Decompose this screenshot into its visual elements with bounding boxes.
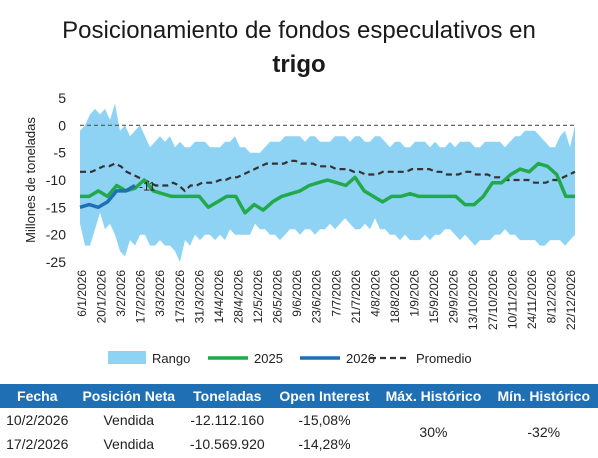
promedio-line xyxy=(80,159,576,193)
x-tick-label: 31/3/2026 xyxy=(192,270,206,324)
x-tick-label: 13/10/2026 xyxy=(466,270,480,330)
chart-title: Posicionamiento de fondos especulativos … xyxy=(0,14,598,82)
series-2025-line xyxy=(80,161,575,215)
cell-fecha: 10/2/2026 xyxy=(6,412,69,428)
x-tick-label: 20/1/2026 xyxy=(95,270,109,324)
chart-title-line2: trigo xyxy=(272,51,326,78)
x-tick-label: 29/9/2026 xyxy=(447,270,461,324)
x-tick-label: 9/6/2026 xyxy=(290,270,304,317)
cell-open-interest: -15,08% xyxy=(298,412,351,428)
stats-header-row: Fecha Posición Neta Toneladas Open Inter… xyxy=(0,384,598,408)
y-tick-label: -15 xyxy=(46,199,66,215)
x-tick-label: 3/2/2026 xyxy=(114,270,128,317)
y-axis-title: Millones de toneladas xyxy=(23,117,38,243)
header-fecha: Fecha xyxy=(0,384,75,408)
x-tick-label: 6/1/2026 xyxy=(75,270,89,317)
cell-fecha: 17/2/2026 xyxy=(6,436,69,452)
x-tick-label: 1/9/2026 xyxy=(408,270,422,317)
header-min-historico: Mín. Histórico xyxy=(489,384,598,408)
x-tick-label: 7/7/2026 xyxy=(329,270,343,317)
x-tick-label: 17/2/2026 xyxy=(134,270,148,324)
y-tick-label: 0 xyxy=(58,117,66,133)
x-tick-label: 12/5/2026 xyxy=(251,270,265,324)
legend-label-2025: 2025 xyxy=(254,351,283,366)
chart-area: 5 0 -5 -10 -15 -20 -25 Millones de toneladas -11… xyxy=(23,90,578,366)
legend-label-2026: 2026 xyxy=(346,351,375,366)
header-max-historico: Máx. Histórico xyxy=(377,384,490,408)
x-tick-label: 17/3/2026 xyxy=(173,270,187,324)
x-tick-label: 18/8/2026 xyxy=(388,270,402,324)
x-tick-label: 22/12/2026 xyxy=(564,270,578,330)
x-tick-label: 24/11/2026 xyxy=(525,270,539,329)
x-tick-label: 21/7/2026 xyxy=(349,270,363,324)
cell-toneladas: -10.569.920 xyxy=(189,436,265,452)
header-toneladas: Toneladas xyxy=(183,384,272,408)
legend-label-promedio: Promedio xyxy=(416,351,472,366)
cell-min-historico: -32% xyxy=(527,424,561,440)
table-row: 17/2/2026 Vendida -10.569.920 -14,28% xyxy=(0,432,598,456)
chart-title-line1: Posicionamiento de fondos especulativos … xyxy=(62,17,536,44)
x-tick-label: 23/6/2026 xyxy=(310,270,324,324)
y-tick-label: -10 xyxy=(46,172,66,188)
cell-posicion: Vendida xyxy=(103,436,155,452)
cell-max-historico: 30% xyxy=(419,424,448,440)
table-row: 10/2/2026 Vendida -12.112.160 -15,08% 30… xyxy=(0,408,598,440)
x-tick-label: 26/5/2026 xyxy=(271,270,285,324)
legend-label-rango: Rango xyxy=(152,351,190,366)
x-tick-label: 28/4/2026 xyxy=(232,270,246,324)
x-tick-label: 15/9/2026 xyxy=(427,270,441,324)
annotation-label: -11 xyxy=(139,179,156,193)
rango-band xyxy=(80,103,575,262)
cell-toneladas: -12.112.160 xyxy=(190,412,265,428)
y-tick-label: -25 xyxy=(46,254,66,270)
x-tick-label: 10/11/2026 xyxy=(505,270,519,329)
y-tick-label: 5 xyxy=(58,90,66,106)
x-tick-label: 8/12/2026 xyxy=(544,270,558,324)
x-tick-label: 4/8/2026 xyxy=(368,270,382,317)
y-tick-label: -5 xyxy=(54,145,67,161)
series-2026-line xyxy=(79,183,136,210)
x-tick-label: 27/10/2026 xyxy=(486,270,500,330)
header-posicion-neta: Posición Neta xyxy=(74,384,184,408)
y-tick-label: -20 xyxy=(46,227,66,243)
legend-swatch-rango xyxy=(108,351,146,364)
cell-posicion: Vendida xyxy=(103,412,155,428)
stats-table: Fecha Posición Neta Toneladas Open Inter… xyxy=(0,384,598,456)
x-tick-label: 14/4/2026 xyxy=(212,270,226,324)
x-tick-label: 3/3/2026 xyxy=(153,270,167,317)
header-open-interest: Open Interest xyxy=(271,384,378,408)
cell-open-interest: -14,28% xyxy=(298,436,351,452)
